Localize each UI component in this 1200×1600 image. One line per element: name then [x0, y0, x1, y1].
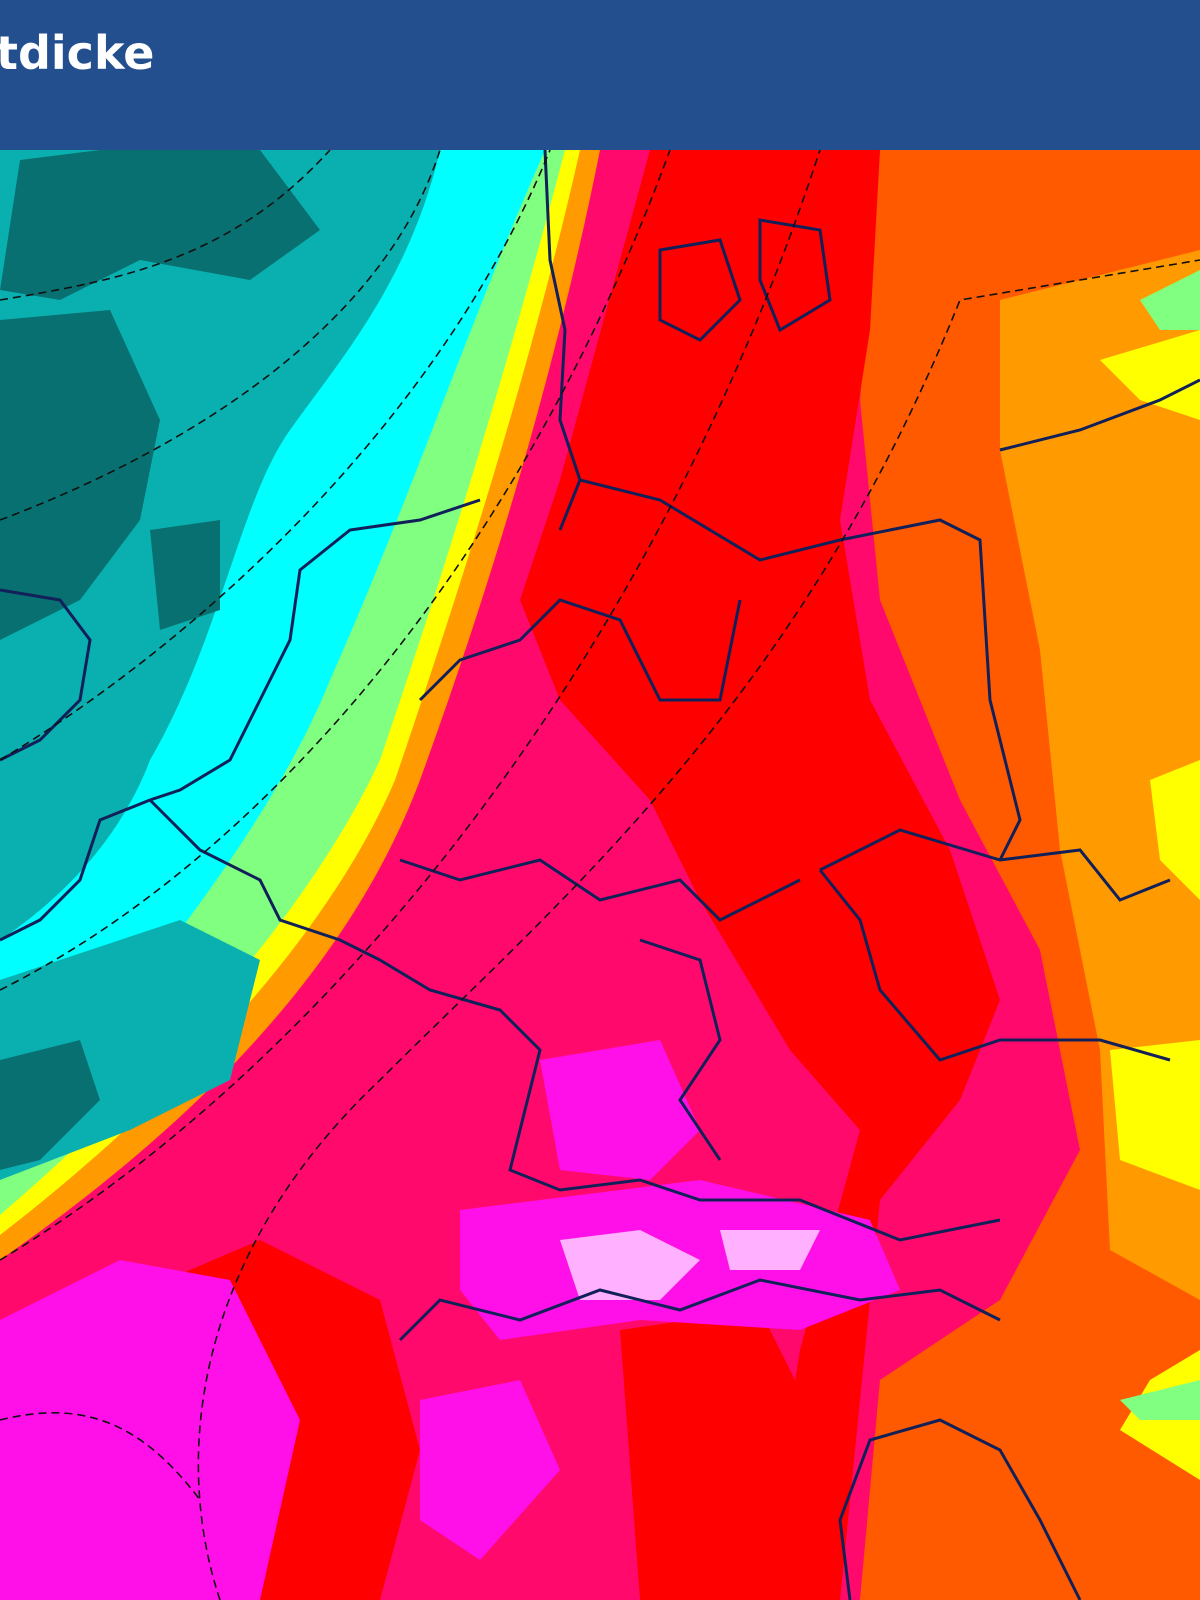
contour-line [0, 150, 671, 991]
contour-lines [0, 150, 1200, 1600]
contour-line [0, 150, 551, 761]
map-field [1000, 250, 1200, 1300]
coastline [838, 1418, 1082, 1600]
map-field [0, 150, 320, 300]
map-field [1100, 330, 1200, 1480]
border [399, 858, 801, 922]
border [148, 798, 381, 962]
coastline [149, 498, 481, 802]
coastline [0, 588, 92, 762]
map-field [560, 1230, 820, 1300]
border [418, 598, 742, 702]
coastline [543, 150, 582, 531]
map-field [520, 150, 1000, 1600]
border [579, 478, 1022, 861]
map-field [0, 310, 220, 1170]
header-title: tdicke [0, 26, 155, 80]
border [639, 938, 722, 1161]
border [379, 958, 1001, 1242]
contour-line [0, 1412, 201, 1501]
coastline [999, 378, 1200, 452]
border [819, 828, 1171, 902]
map-field [120, 1240, 830, 1600]
borders [0, 150, 1200, 1600]
border [818, 869, 1171, 1062]
contour-line [0, 150, 331, 301]
coastline [658, 218, 832, 342]
border [398, 1278, 1001, 1342]
map-field [0, 1260, 300, 1600]
contour-line [197, 259, 1200, 1600]
weather-map [0, 150, 1200, 1600]
contour-line [0, 150, 441, 521]
header-bar: tdicke [0, 0, 1200, 150]
coastline [0, 798, 151, 942]
